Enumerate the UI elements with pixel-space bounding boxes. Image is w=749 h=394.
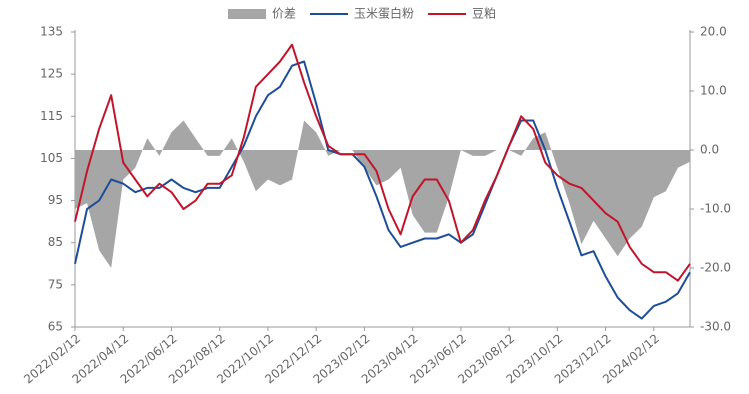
- y-tick-label: 85: [48, 235, 63, 249]
- y2-tick-label: -30.0: [700, 320, 731, 334]
- series-line: [74, 43, 691, 282]
- y-tick-label: 105: [40, 151, 63, 165]
- y2-tick-label: 10.0: [700, 84, 727, 98]
- y2-tick-label: -20.0: [700, 261, 731, 275]
- y-tick-label: 135: [40, 25, 63, 39]
- y2-tick-label: -10.0: [700, 202, 731, 216]
- legend-label: 价差: [272, 7, 296, 21]
- y-tick-label: 65: [48, 320, 63, 334]
- legend-swatch: [228, 9, 266, 19]
- legend-label: 玉米蛋白粉: [354, 6, 414, 21]
- y2-tick-label: 20.0: [700, 25, 727, 39]
- y-tick-label: 125: [40, 67, 63, 81]
- y-tick-label: 95: [48, 193, 63, 207]
- y2-tick-label: 0.0: [700, 143, 719, 157]
- y-tick-label: 75: [48, 277, 63, 291]
- y-tick-label: 115: [40, 109, 63, 123]
- series-line: [74, 60, 691, 320]
- spread-area: [75, 120, 690, 268]
- legend-label: 豆粕: [472, 6, 496, 21]
